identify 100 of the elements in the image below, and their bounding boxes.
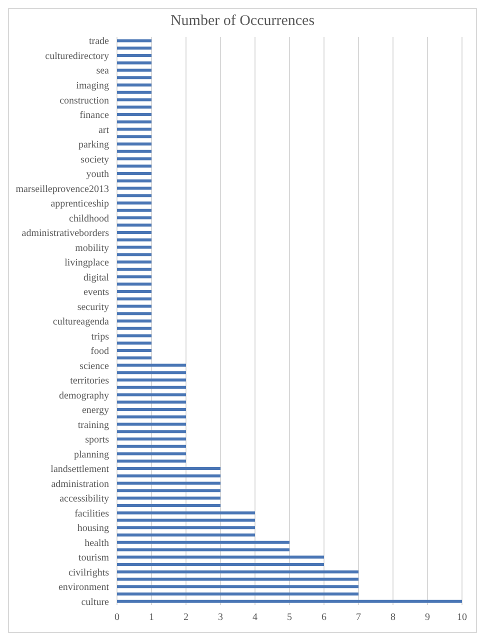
bar [117, 326, 152, 330]
bar [117, 142, 152, 146]
bar [117, 430, 186, 434]
bar [117, 371, 186, 374]
chart-title: Number of Occurrences [169, 12, 316, 31]
y-tick-label: parking [78, 140, 109, 151]
bar [117, 312, 152, 316]
bar [117, 489, 220, 492]
y-tick-label: administrativeborders [22, 228, 110, 240]
x-tick-label: 2 [184, 612, 188, 624]
y-tick-label: culture [81, 596, 110, 608]
bar [117, 474, 220, 478]
y-tick-label: territories [70, 376, 110, 387]
bar [117, 422, 186, 426]
bar [117, 444, 186, 448]
x-tick-label: 0 [114, 612, 120, 624]
bar [117, 76, 152, 80]
bar [117, 282, 152, 286]
y-tick-label: events [83, 287, 110, 298]
y-tick-label: childhood [69, 213, 109, 224]
bar [117, 415, 186, 418]
bar [117, 548, 290, 552]
y-tick-label: finance [80, 110, 110, 122]
bar [117, 112, 152, 116]
y-tick-label: cultureagenda [52, 316, 110, 328]
bar [117, 194, 152, 198]
y-tick-label: art [98, 124, 110, 136]
y-tick-label: science [80, 360, 110, 372]
bar [117, 482, 220, 485]
bar [117, 120, 152, 124]
y-tick-label: livingplace [64, 258, 110, 269]
bar [117, 83, 152, 86]
bar [117, 600, 462, 603]
bar [117, 39, 152, 42]
bar [117, 570, 358, 574]
bar [117, 202, 152, 204]
bar [117, 157, 152, 160]
bar [117, 268, 152, 271]
y-tick-label: housing [77, 523, 109, 534]
bar [117, 378, 186, 382]
y-tick-label: tourism [78, 552, 110, 564]
bar [117, 297, 152, 300]
bar [117, 135, 152, 138]
y-tick-label: health [84, 538, 109, 549]
bar [117, 106, 152, 109]
y-tick-label: planning [74, 449, 109, 460]
bar [117, 518, 255, 522]
bar [117, 504, 220, 507]
bar [117, 172, 152, 175]
x-tick-label: 10 [457, 612, 467, 624]
bar [117, 290, 152, 294]
bar [117, 592, 358, 596]
bar [117, 216, 152, 220]
bar [117, 533, 255, 536]
bar [117, 349, 152, 352]
y-tick-label: imaging [76, 80, 109, 92]
bar [117, 238, 152, 242]
x-tick-label: 1 [149, 612, 154, 624]
bar [117, 98, 152, 102]
bar [117, 556, 324, 559]
y-tick-label: trips [91, 331, 110, 342]
x-tick-label: 5 [287, 612, 292, 624]
y-tick-label: apprenticeship [50, 198, 109, 210]
bar [117, 356, 152, 360]
y-tick-label: trade [89, 36, 110, 48]
x-tick-label: 3 [218, 612, 223, 624]
x-tick-label: 6 [322, 612, 326, 624]
bar [117, 150, 152, 153]
bar [117, 438, 186, 441]
bar [117, 164, 152, 168]
y-tick-label: society [80, 154, 109, 166]
bar [117, 364, 186, 367]
y-tick-label: sports [85, 434, 110, 446]
bar [117, 408, 186, 412]
y-tick-label: landsettlement [50, 464, 110, 476]
bar [117, 186, 152, 190]
y-tick-label: demography [59, 390, 109, 402]
bar [117, 46, 152, 50]
bar [117, 54, 152, 57]
bar [117, 334, 152, 338]
y-tick-label: marseilleprovence2013 [16, 184, 109, 195]
y-tick-label: energy [82, 405, 109, 416]
bar [117, 540, 290, 544]
x-tick-label: 8 [390, 612, 396, 624]
bar [117, 496, 220, 500]
y-tick-label: civilrights [68, 567, 110, 578]
bar [117, 90, 152, 94]
bar [117, 386, 186, 389]
bar [117, 526, 255, 530]
bar [117, 128, 152, 131]
y-tick-label: accessibility [60, 494, 109, 505]
y-tick-label: environment [58, 582, 110, 594]
bar [117, 320, 152, 323]
bar [117, 467, 220, 470]
y-tick-label: mobility [75, 242, 109, 254]
x-tick-label: 7 [356, 612, 361, 624]
bar [117, 511, 255, 514]
y-tick-label: youth [86, 169, 109, 180]
y-tick-label: digital [83, 272, 110, 284]
bar [117, 61, 152, 64]
